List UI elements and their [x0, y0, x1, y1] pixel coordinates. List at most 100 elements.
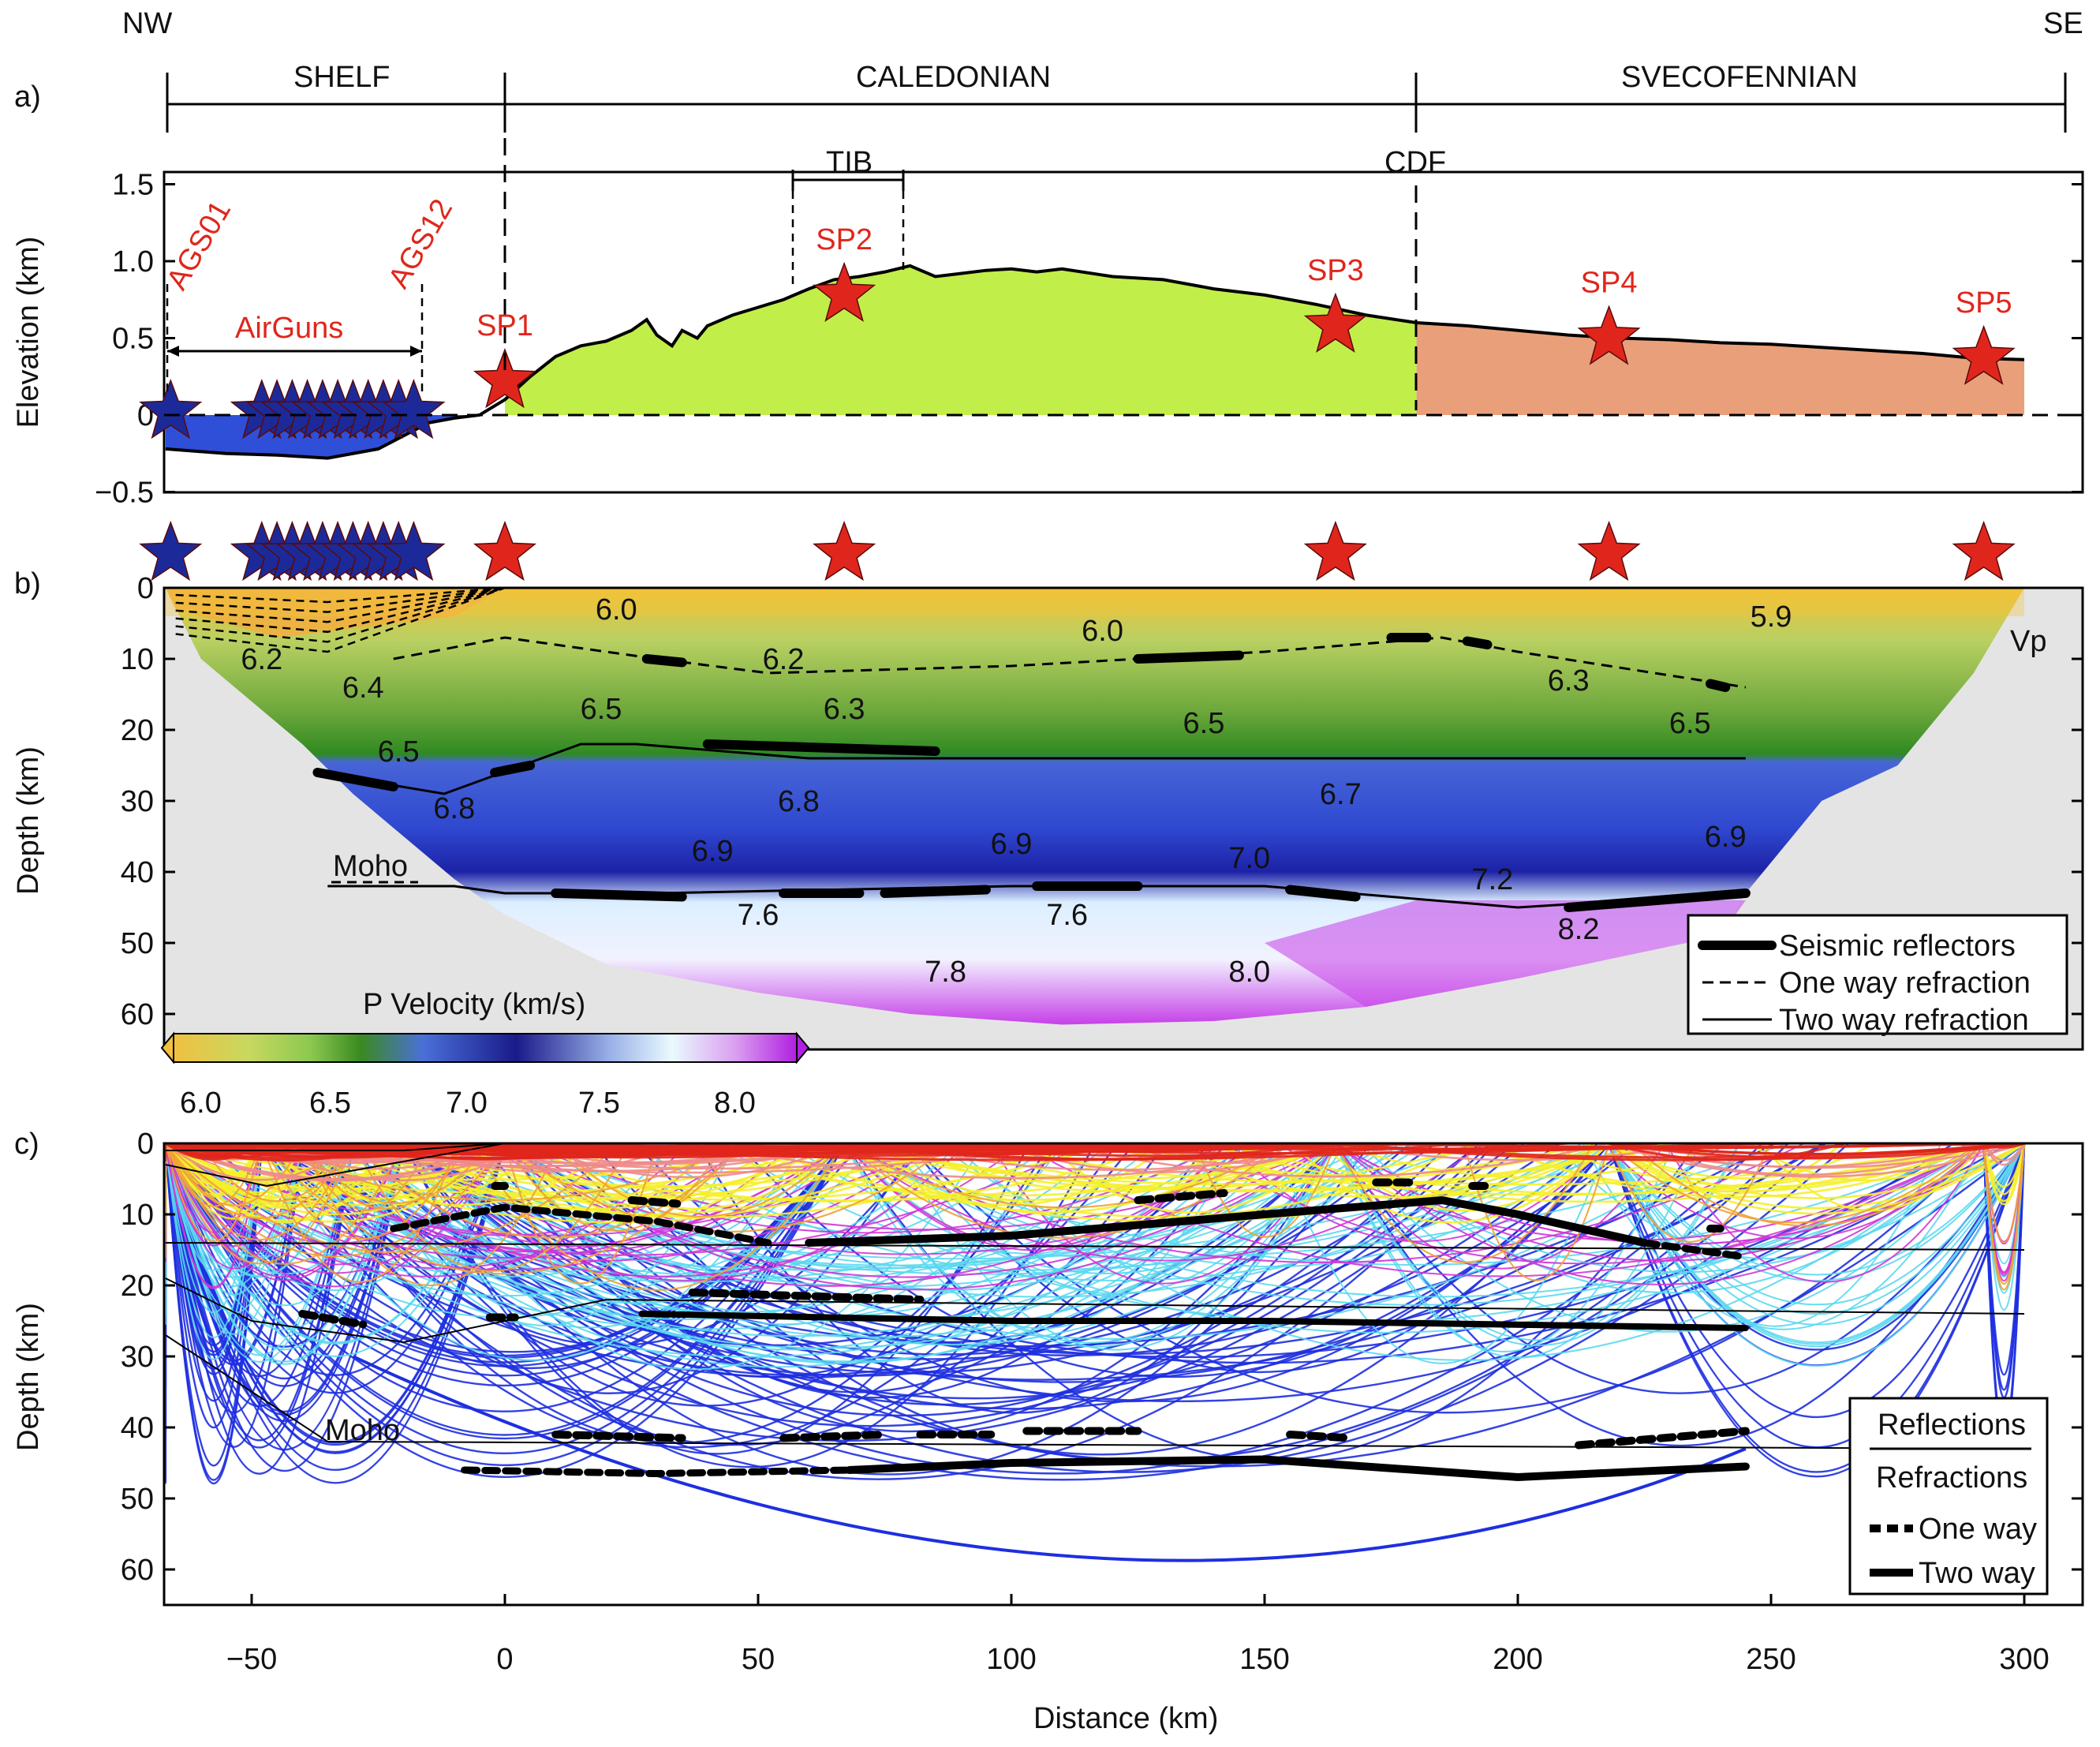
- raypath-red: [504, 1143, 1569, 1162]
- raypath-orange: [164, 1143, 506, 1258]
- velocity-label: 6.2: [763, 643, 805, 676]
- velocity-label: 5.9: [1751, 600, 1792, 634]
- airguns-label: AirGuns: [235, 312, 343, 345]
- seismic-reflector: [312, 768, 398, 791]
- shot-label-sp1: SP1: [476, 309, 533, 342]
- raypath-orange: [1608, 1143, 1771, 1243]
- raypath-pmp: [164, 1143, 263, 1375]
- se-label: SE: [2043, 7, 2083, 40]
- raypath-yellow: [1747, 1143, 1985, 1182]
- velocity-label: 7.0: [1228, 842, 1270, 875]
- distance-tick-label: 0: [496, 1643, 513, 1676]
- model-boundary: [165, 1334, 2025, 1450]
- raypath-cyan: [352, 1143, 738, 1326]
- raypath-red: [1609, 1143, 1845, 1162]
- raypath-cyan: [1608, 1143, 2025, 1306]
- reflection-oneway: [779, 1431, 889, 1442]
- depth-axis-label-c: Depth (km): [12, 1303, 45, 1451]
- raypath-magenta: [843, 1143, 1227, 1248]
- seismic-reflector: [641, 654, 687, 668]
- raypath-pmp: [482, 1143, 1336, 1433]
- raypath-orange: [843, 1143, 1283, 1239]
- raypath-yellow: [1608, 1143, 1844, 1192]
- legend-reflectors: Seismic reflectors: [1779, 930, 2016, 963]
- raypath-cyan: [1582, 1143, 1985, 1330]
- raypath-pmp: [164, 1143, 405, 1451]
- raypath-yellow: [843, 1143, 1264, 1214]
- raypath-cyan: [164, 1143, 354, 1356]
- velocity-label: 6.0: [1082, 615, 1123, 648]
- nw-label: NW: [122, 7, 172, 40]
- shot-star-sp5: [1952, 324, 2016, 385]
- raypath-magenta: [403, 1143, 1259, 1287]
- raypath-yellow: [1213, 1143, 1610, 1199]
- seismic-reflector: [1285, 885, 1361, 902]
- raypath-cyan: [1553, 1143, 1985, 1259]
- raypath-pmp: [165, 1143, 1437, 1379]
- colorbar-tick-8-0: 8.0: [714, 1087, 756, 1120]
- legend-oneway: One way refraction: [1779, 967, 2031, 1000]
- raypath-cyan: [164, 1143, 405, 1350]
- raypath-plot-frame: [163, 1142, 2084, 1607]
- raypath-deep: [352, 1355, 1747, 1562]
- reflection-oneway: [1134, 1189, 1228, 1204]
- raypath-cyan: [1982, 1143, 2025, 1311]
- reflection-oneway: [551, 1431, 686, 1442]
- raypath-yellow: [1982, 1143, 2026, 1203]
- legend-c-twoway: Two way: [1919, 1557, 2035, 1590]
- reflection-oneway: [298, 1310, 368, 1329]
- velocity-label: 7.6: [1046, 899, 1088, 932]
- raypath-pmp: [164, 1143, 405, 1416]
- raypath-orange: [1608, 1143, 1981, 1224]
- elevation-tick-label: 1.5: [112, 169, 154, 202]
- raypath-orange: [352, 1143, 631, 1272]
- raypath-cyan: [1334, 1143, 1675, 1352]
- raypath-cyan: [628, 1143, 1610, 1281]
- shot-star-row: [1952, 520, 2016, 582]
- seismic-reflector: [490, 761, 536, 777]
- velocity-label: 6.5: [1183, 707, 1225, 740]
- sediment-dashed-line: [175, 588, 506, 613]
- sediment-dashed-line: [175, 588, 506, 634]
- panel-a-label: a): [14, 80, 41, 114]
- reflection-oneway: [1575, 1427, 1750, 1450]
- raypath-orange: [164, 1143, 304, 1206]
- model-boundary-top: [165, 1143, 506, 1151]
- distance-tick-label: 200: [1493, 1643, 1542, 1676]
- depth-tick-label-b: 10: [121, 643, 154, 676]
- raypath-red: [1609, 1143, 2016, 1156]
- shot-points-row: [139, 520, 2016, 582]
- model-boundary-top2: [165, 1143, 506, 1188]
- moho-label-c: Moho: [325, 1414, 400, 1447]
- depth-tick-label-b: 40: [121, 856, 154, 889]
- colorbar: P Velocity (km/s) 6.0 6.5 7.0 7.5 8.0: [160, 988, 810, 1120]
- raypath-orange: [301, 1143, 471, 1210]
- legend-reflections: Reflections: [1878, 1408, 2026, 1442]
- depth-tick-label-b: 50: [121, 927, 154, 960]
- colorbar-strip: [173, 1033, 798, 1063]
- shot-star-row: [1303, 520, 1367, 582]
- raypath-pmp: [164, 1143, 263, 1484]
- distance-tick-label: 250: [1746, 1643, 1795, 1676]
- velocity-label: 6.3: [1548, 664, 1590, 698]
- topography-line: [165, 264, 2025, 460]
- raypath-yellow: [1206, 1143, 1985, 1203]
- distance-tick-label: 150: [1239, 1643, 1289, 1676]
- reflection-oneway: [688, 1289, 925, 1304]
- raypath-cyan: [164, 1143, 304, 1287]
- raypath-yellow: [165, 1143, 506, 1195]
- raypath-pmp: [1608, 1143, 2026, 1418]
- caledonian-area: [505, 265, 1417, 415]
- elevation-tick-label: 1.0: [112, 245, 154, 279]
- raypath-cyan: [504, 1143, 1728, 1340]
- velocity-label: 7.2: [1471, 863, 1513, 896]
- raypath-pmp: [1608, 1143, 2026, 1473]
- depth-tick-label-c: 20: [121, 1270, 154, 1303]
- raypath-yellow: [1320, 1143, 1610, 1212]
- elevation-tick-label: −0.5: [95, 477, 154, 510]
- colorbar-tick-7-5: 7.5: [578, 1087, 620, 1120]
- velocity-label: 6.8: [433, 792, 475, 825]
- depth-tick-label-c: 60: [121, 1554, 154, 1587]
